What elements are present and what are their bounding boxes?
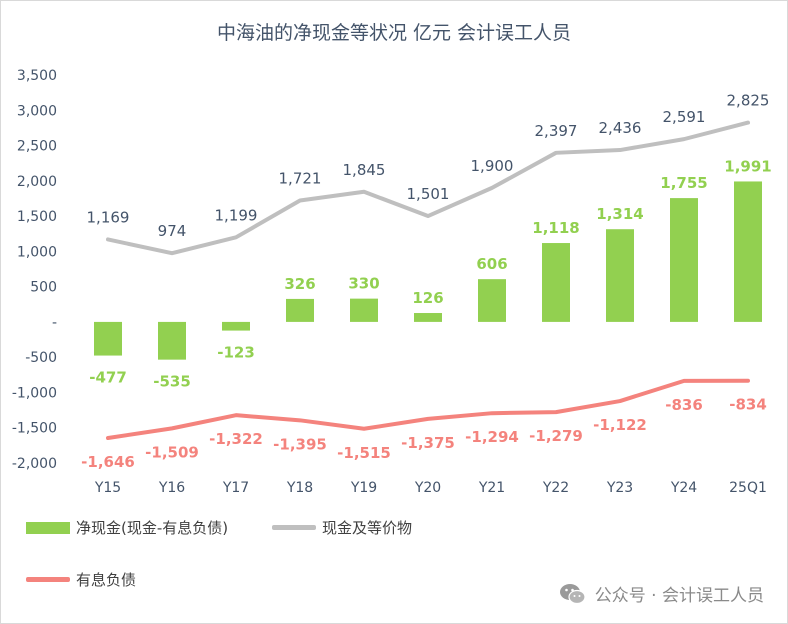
cash-data-label: 2,397: [535, 122, 578, 140]
y-tick-label: 3,500: [17, 68, 57, 84]
legend-swatch-line: [272, 525, 316, 530]
cash-line: [106, 120, 750, 256]
bar: [286, 298, 314, 322]
chart-title: 中海油的净现金等状况 亿元 会计误工人员: [216, 22, 572, 44]
cash-data-label: 1,199: [215, 206, 258, 224]
legend-label: 有息负债: [76, 571, 137, 589]
x-tick-label: Y16: [158, 480, 185, 496]
bar-data-label: -477: [89, 369, 127, 387]
cash-data-label: 2,591: [663, 108, 706, 126]
legend-label: 净现金(现金-有息负债): [76, 519, 229, 537]
debt-data-label: -1,509: [145, 443, 199, 461]
debt-data-label: -1,515: [337, 444, 391, 462]
cash-data-label: 1,900: [471, 157, 514, 175]
legend-item-debt: 有息负债: [26, 569, 136, 590]
debt-data-label: -1,375: [401, 434, 455, 452]
x-tick-label: Y22: [542, 480, 569, 496]
bar-data-label: 330: [348, 275, 379, 293]
y-tick-label: -1,000: [12, 385, 57, 401]
wechat-icon: [559, 583, 586, 604]
debt-data-label: -1,395: [273, 435, 327, 453]
debt-data-label: -1,646: [81, 453, 135, 471]
bar-data-label: -123: [217, 344, 255, 362]
y-tick-label: -1,500: [12, 421, 57, 437]
y-tick-label: -: [52, 315, 57, 331]
x-tick-label: Y21: [478, 480, 505, 496]
legend-item-net-cash: 净现金(现金-有息负债): [26, 517, 228, 538]
bar-data-label: 1,118: [532, 219, 579, 237]
y-tick-label: -500: [25, 350, 57, 366]
bar-data-label: -535: [153, 373, 191, 391]
bar: [606, 229, 634, 322]
cash-data-label: 1,169: [87, 208, 130, 226]
bar-data-label: 606: [476, 255, 507, 273]
watermark: 公众号 · 会计误工人员: [559, 581, 764, 606]
x-tick-label: Y24: [670, 480, 697, 496]
cash-data-label: 1,501: [407, 185, 450, 203]
debt-data-label: -1,122: [593, 416, 647, 434]
debt-data-label: -836: [665, 396, 703, 414]
y-tick-label: 3,000: [17, 103, 57, 119]
x-tick-label: Y18: [286, 480, 313, 496]
bar: [350, 298, 378, 322]
legend-swatch-bar: [26, 521, 70, 534]
bar: [94, 321, 122, 356]
debt-data-label: -1,279: [529, 427, 583, 445]
x-tick-label: Y17: [222, 480, 249, 496]
legend-item-cash: 现金及等价物: [272, 517, 412, 538]
debt-data-label: -834: [729, 396, 767, 414]
bar: [158, 321, 186, 360]
y-tick-label: -2,000: [12, 456, 57, 472]
bar: [478, 279, 506, 322]
x-tick-label: Y23: [606, 480, 633, 496]
cash-data-label: 1,845: [343, 161, 386, 179]
cash-data-label: 974: [158, 222, 187, 240]
x-tick-label: Y19: [350, 480, 377, 496]
debt-data-label: -1,294: [465, 428, 519, 446]
watermark-text: 公众号 · 会计误工人员: [594, 586, 764, 606]
y-tick-label: 1,000: [17, 244, 57, 260]
bar-data-label: 126: [412, 289, 443, 307]
x-tick-label: Y20: [414, 480, 441, 496]
legend-label: 现金及等价物: [322, 519, 413, 537]
x-tick-label: 25Q1: [729, 480, 767, 496]
debt-data-label: -1,322: [209, 430, 263, 448]
cash-data-label: 2,436: [599, 119, 642, 137]
bar: [542, 243, 570, 322]
bar-data-label: 1,991: [724, 157, 771, 175]
cash-data-label: 1,721: [279, 170, 322, 188]
bar: [670, 198, 698, 322]
y-tick-label: 1,500: [17, 209, 57, 225]
bar-data-label: 1,755: [660, 174, 707, 192]
y-tick-label: 500: [30, 280, 57, 296]
y-tick-label: 2,000: [17, 174, 57, 190]
bar: [414, 313, 442, 322]
x-tick-label: Y15: [94, 480, 121, 496]
legend-swatch-line: [26, 577, 70, 582]
bar-data-label: 326: [284, 275, 315, 293]
bar: [734, 181, 762, 322]
bar-data-label: 1,314: [596, 205, 643, 223]
y-tick-label: 2,500: [17, 139, 57, 155]
bar: [222, 321, 250, 331]
cash-data-label: 2,825: [727, 92, 770, 110]
debt-line: [106, 378, 750, 441]
